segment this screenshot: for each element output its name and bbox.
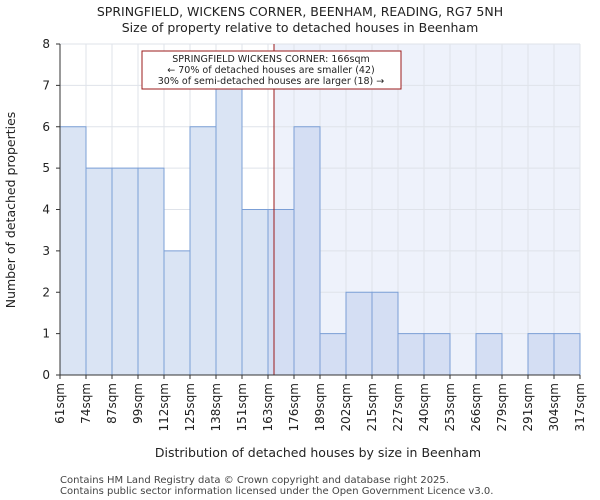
x-tick-label: 279sqm — [495, 383, 509, 431]
bars — [59, 84, 581, 376]
bar — [371, 291, 399, 376]
x-tick-label: 240sqm — [417, 383, 431, 431]
y-tick-label: 8 — [42, 37, 50, 51]
bar — [345, 291, 373, 376]
bar — [59, 126, 87, 376]
x-tick-label: 74sqm — [79, 383, 93, 424]
y-tick-label: 4 — [42, 203, 50, 217]
bar — [111, 167, 139, 376]
y-tick-label: 5 — [42, 161, 50, 175]
y-tick-label: 2 — [42, 285, 50, 299]
x-tick-label: 163sqm — [261, 383, 275, 431]
y-tick-label: 7 — [42, 78, 50, 92]
x-tick-label: 317sqm — [573, 383, 587, 431]
x-tick-label: 151sqm — [235, 383, 249, 431]
bar — [475, 333, 503, 376]
annotation-line-1: SPRINGFIELD WICKENS CORNER: 166sqm — [172, 54, 369, 65]
chart-title-line-2: Size of property relative to detached ho… — [122, 20, 479, 35]
bar — [215, 84, 243, 376]
x-tick-label: 99sqm — [131, 383, 145, 424]
x-tick-label: 112sqm — [157, 383, 171, 431]
x-tick-label: 215sqm — [365, 383, 379, 431]
bar — [553, 333, 581, 376]
annotation-box: SPRINGFIELD WICKENS CORNER: 166sqm ← 70%… — [141, 50, 402, 90]
y-axis-label: Number of detached properties — [3, 112, 18, 309]
bar — [267, 209, 295, 376]
y-tick-label: 0 — [42, 368, 50, 382]
bar — [163, 250, 191, 376]
bar — [397, 333, 425, 376]
footer-line-1: Contains HM Land Registry data © Crown c… — [60, 475, 449, 486]
chart-title-line-1: SPRINGFIELD, WICKENS CORNER, BEENHAM, RE… — [97, 4, 503, 19]
annotation-line-2: ← 70% of detached houses are smaller (42… — [167, 65, 374, 76]
x-tick-label: 125sqm — [183, 383, 197, 431]
x-tick-label: 227sqm — [391, 383, 405, 431]
annotation-line-3: 30% of semi-detached houses are larger (… — [158, 76, 385, 87]
bar — [85, 167, 113, 376]
bar — [293, 126, 321, 376]
y-tick-label: 3 — [42, 244, 50, 258]
bar — [527, 333, 555, 376]
bar — [137, 167, 165, 376]
x-tick-label: 176sqm — [287, 383, 301, 431]
x-tick-label: 253sqm — [443, 383, 457, 431]
axes: 0 1 2 3 4 5 6 7 8 61sqm 74sqm 87sqm 99sqm 112sqm 125sq… — [42, 37, 587, 431]
x-axis-label: Distribution of detached houses by size … — [155, 445, 481, 460]
x-tick-label: 138sqm — [209, 383, 223, 431]
x-tick-label: 189sqm — [313, 383, 327, 431]
x-tick-label: 291sqm — [521, 383, 535, 431]
y-tick-label: 6 — [42, 120, 50, 134]
bar — [319, 333, 347, 376]
bar — [189, 126, 217, 376]
x-tick-label: 61sqm — [53, 383, 67, 424]
x-tick-label: 266sqm — [469, 383, 483, 431]
x-tick-label: 202sqm — [339, 383, 353, 431]
footer-line-2: Contains public sector information licen… — [60, 486, 493, 497]
y-tick-label: 1 — [42, 327, 50, 341]
bar — [423, 333, 451, 376]
annotation-frame — [141, 50, 402, 90]
bar — [241, 209, 269, 376]
x-tick-label: 87sqm — [105, 383, 119, 424]
x-tick-label: 304sqm — [547, 383, 561, 431]
